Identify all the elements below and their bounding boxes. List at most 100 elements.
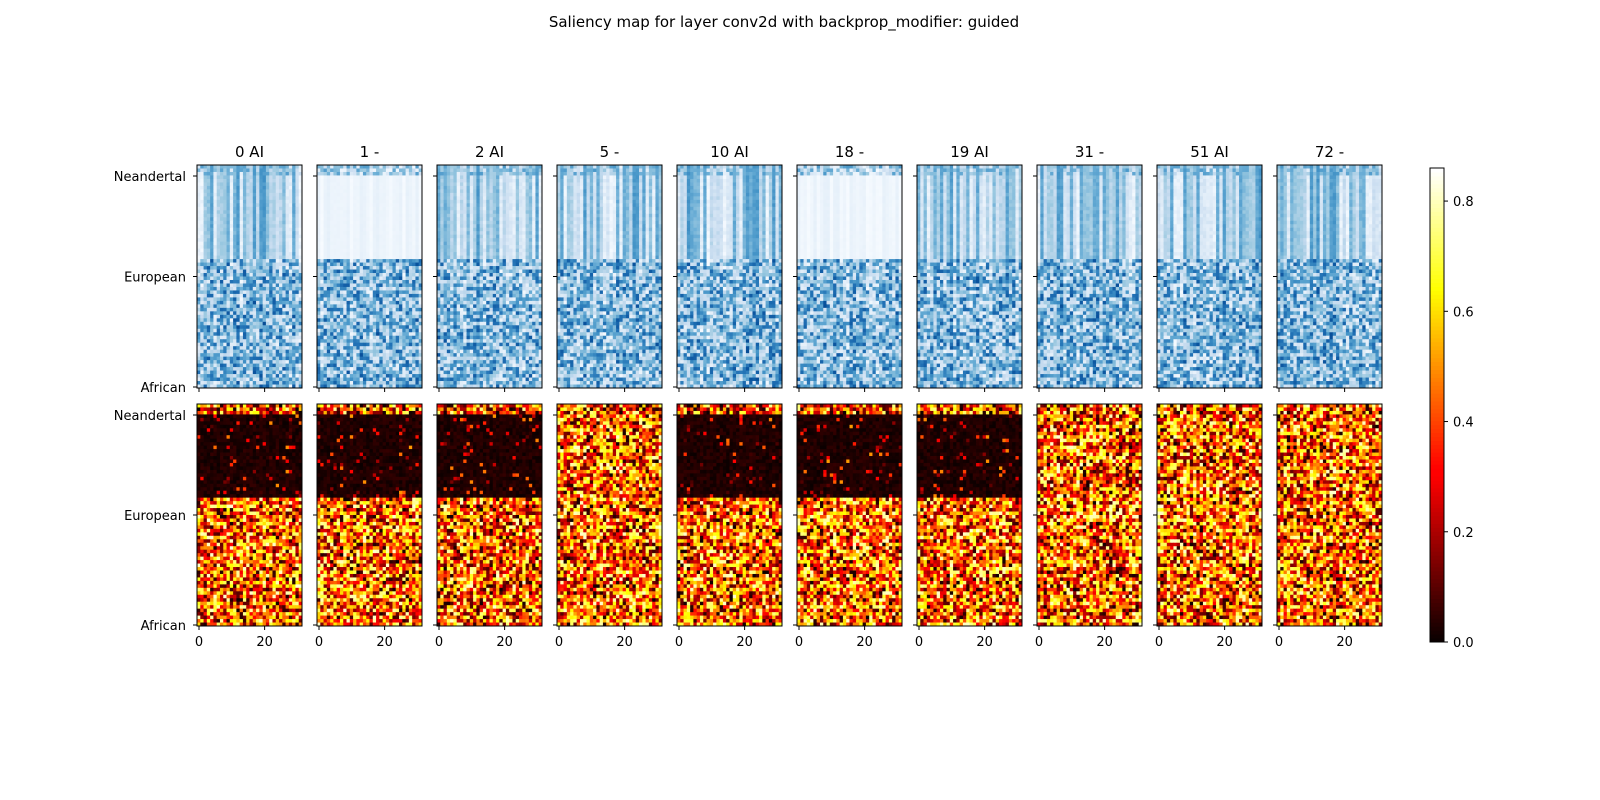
heatmap-cell <box>288 220 293 225</box>
heatmap-cell <box>412 182 416 187</box>
heatmap-cell <box>236 241 241 246</box>
heatmap-cell <box>203 591 208 596</box>
heatmap-cell <box>223 370 227 375</box>
heatmap-cell <box>272 570 277 575</box>
heatmap-cell <box>349 248 354 253</box>
heatmap-cell <box>336 182 341 187</box>
heatmap-cell <box>346 182 351 187</box>
heatmap-cell <box>203 587 208 592</box>
heatmap-cell <box>213 367 218 371</box>
heatmap-cell <box>200 459 204 464</box>
heatmap-cell <box>246 518 250 523</box>
heatmap-cell <box>295 445 300 450</box>
heatmap-cell <box>246 370 250 375</box>
heatmap-cell <box>252 325 257 330</box>
heatmap-cell <box>372 248 377 253</box>
heatmap-cell <box>269 283 273 288</box>
heatmap-cell <box>216 321 221 326</box>
heatmap-cell <box>359 203 364 208</box>
heatmap-cell <box>279 428 283 433</box>
heatmap-cell <box>229 546 234 551</box>
heatmap-cell <box>330 196 334 201</box>
heatmap-cell <box>326 227 331 232</box>
y-tick-label: Neandertal <box>114 409 186 424</box>
heatmap-cell <box>292 459 296 464</box>
heatmap-cell <box>203 580 208 585</box>
heatmap-cell <box>200 528 204 533</box>
heatmap-cell <box>282 384 286 389</box>
heatmap-cell <box>279 466 283 471</box>
heatmap-cell <box>295 508 300 512</box>
heatmap-cell <box>246 165 250 169</box>
heatmap-cell <box>285 605 290 610</box>
heatmap-cell <box>376 227 380 232</box>
heatmap-cell <box>256 615 260 620</box>
heatmap-cell <box>349 217 354 222</box>
heatmap-cell <box>252 404 257 408</box>
heatmap-cell <box>330 234 334 239</box>
heatmap-cell <box>346 196 351 201</box>
heatmap-cell <box>279 199 283 204</box>
heatmap-cell <box>298 615 303 620</box>
heatmap-cell <box>295 487 300 492</box>
heatmap-cell <box>292 483 296 488</box>
heatmap-cell <box>229 462 234 467</box>
heatmap-cell <box>197 210 201 215</box>
heatmap-cell <box>292 224 296 229</box>
heatmap-cell <box>282 594 286 599</box>
heatmap-cell <box>249 515 254 519</box>
heatmap-cell <box>249 612 254 616</box>
heatmap-cell <box>389 182 393 187</box>
heatmap-cell <box>226 217 231 222</box>
heatmap-cell <box>298 476 303 481</box>
heatmap-cell <box>203 238 208 243</box>
heatmap-cell <box>197 584 201 589</box>
heatmap-cell <box>288 189 293 194</box>
heatmap-cell <box>236 577 241 582</box>
heatmap-cell <box>275 476 280 481</box>
heatmap-cell <box>298 567 303 571</box>
heatmap-cell <box>292 189 296 194</box>
heatmap-cell <box>269 504 273 509</box>
heatmap-cell <box>226 342 231 347</box>
heatmap-cell <box>288 515 293 519</box>
heatmap-cell <box>200 580 204 585</box>
heatmap-cell <box>236 480 241 485</box>
heatmap-cell <box>239 459 244 464</box>
heatmap-cell <box>265 381 270 385</box>
heatmap-cell <box>288 300 293 305</box>
heatmap-cell <box>226 311 231 316</box>
heatmap-cell <box>265 328 270 333</box>
heatmap-cell <box>279 494 283 499</box>
heatmap-cell <box>256 608 260 613</box>
heatmap-cell <box>269 560 273 564</box>
heatmap-cell <box>226 231 231 236</box>
heatmap-cell <box>330 165 334 169</box>
heatmap-cell <box>216 165 221 169</box>
heatmap-cell <box>272 546 277 551</box>
heatmap-cell <box>200 300 204 305</box>
heatmap-cell <box>200 428 204 433</box>
heatmap-cell <box>272 381 277 385</box>
heatmap-cell <box>285 182 290 187</box>
heatmap-cell <box>210 238 214 243</box>
heatmap-cell <box>392 165 397 169</box>
heatmap-cell <box>292 435 296 440</box>
heatmap-cell <box>366 192 370 197</box>
heatmap-cell <box>408 175 413 180</box>
heatmap-cell <box>282 539 286 544</box>
heatmap-cell <box>265 490 270 495</box>
heatmap-cell <box>246 346 250 351</box>
heatmap-cell <box>339 206 344 211</box>
heatmap-cell <box>229 410 234 415</box>
heatmap-cell <box>412 199 416 204</box>
heatmap-cell <box>259 196 264 201</box>
heatmap-cell <box>200 442 204 447</box>
heatmap-cell <box>256 619 260 623</box>
heatmap-cell <box>223 318 227 323</box>
heatmap-cell <box>213 328 218 333</box>
heatmap-cell <box>298 356 303 361</box>
heatmap-cell <box>216 224 221 229</box>
heatmap-cell <box>256 525 260 530</box>
